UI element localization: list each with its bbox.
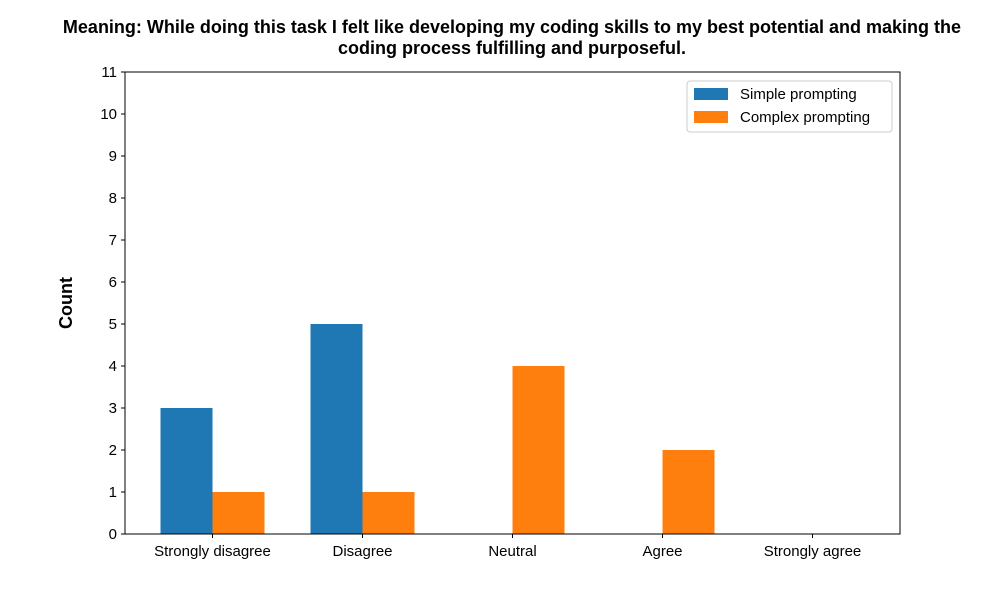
bar-complex-0 [212, 492, 265, 534]
bar-complex-3 [662, 450, 715, 534]
bar-complex-1 [362, 492, 415, 534]
legend-label-1: Complex prompting [740, 109, 870, 126]
legend-swatch-1 [694, 111, 728, 123]
chart-title-line-1: Meaning: While doing this task I felt li… [63, 17, 961, 37]
bar-complex-2 [512, 366, 565, 534]
x-tick-label: Neutral [488, 543, 536, 560]
x-axis: Strongly disagree Disagree Neutral Agree Str… [154, 534, 861, 560]
legend-label-0: Simple prompting [740, 86, 857, 103]
y-tick-label: 9 [109, 148, 117, 165]
y-tick-label: 10 [100, 106, 117, 123]
y-tick-label: 3 [109, 400, 117, 417]
y-axis: 0 1 2 3 4 5 6 7 8 9 10 11 [100, 64, 125, 543]
chart-title-line-2: coding process fulfilling and purposeful… [338, 38, 686, 58]
bar-simple-1 [310, 324, 363, 534]
x-tick-label: Strongly agree [764, 543, 862, 560]
chart-title: Meaning: While doing this task I felt li… [63, 17, 961, 58]
y-tick-label: 7 [109, 232, 117, 249]
y-tick-label: 6 [109, 274, 117, 291]
bar-simple-0 [160, 408, 213, 534]
x-tick-label: Strongly disagree [154, 543, 271, 560]
x-tick-label: Agree [642, 543, 682, 560]
y-tick-label: 4 [109, 358, 117, 375]
plot-frame [124, 71, 901, 535]
legend-box [686, 80, 893, 133]
y-tick-label: 5 [109, 316, 117, 333]
y-tick-label: 8 [109, 190, 117, 207]
x-tick-label: Disagree [332, 543, 392, 560]
bars-group [160, 324, 715, 534]
y-tick-label: 2 [109, 442, 117, 459]
legend: Simple prompting Complex prompting [686, 80, 893, 133]
y-tick-label: 1 [109, 484, 117, 501]
y-tick-label: 11 [101, 64, 117, 81]
legend-swatch-0 [694, 88, 728, 100]
y-tick-label: 0 [109, 526, 117, 543]
y-axis-label: Count [56, 277, 76, 329]
